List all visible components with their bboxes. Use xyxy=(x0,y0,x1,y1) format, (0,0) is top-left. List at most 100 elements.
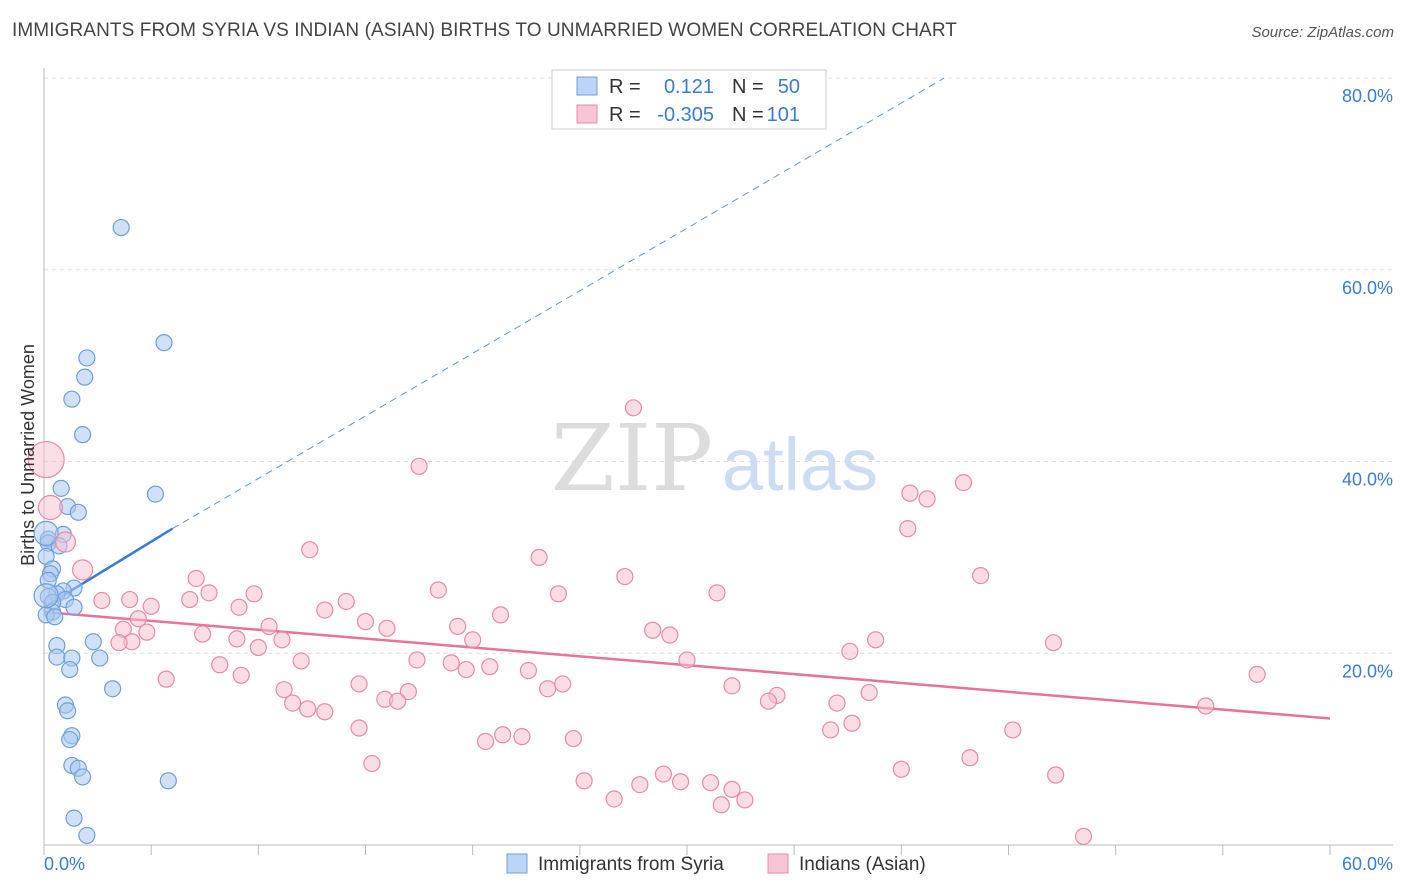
y-tick-label: 40.0% xyxy=(1342,470,1393,490)
watermark: ZIP atlas xyxy=(551,405,878,512)
indian-point xyxy=(575,772,593,790)
syria-point xyxy=(58,702,77,720)
indian-point xyxy=(494,726,512,744)
syria-point xyxy=(91,649,109,667)
bottom-legend-swatch-indian xyxy=(767,853,789,874)
syria-point xyxy=(73,426,92,444)
syria-point xyxy=(69,503,87,521)
indian-point xyxy=(356,613,375,631)
syria-point xyxy=(78,826,96,845)
indian-point xyxy=(654,765,673,783)
legend-r-label-1: R = xyxy=(609,76,641,98)
indian-point xyxy=(491,606,510,624)
syria-point xyxy=(159,772,177,790)
syria-point xyxy=(73,768,92,786)
syria-point xyxy=(48,648,66,666)
indian-point xyxy=(408,651,426,669)
y-tick-label: 80.0% xyxy=(1342,86,1393,106)
syria-point xyxy=(61,660,79,679)
indian-point-large xyxy=(27,440,65,479)
indian-point xyxy=(284,694,302,712)
legend-n-value-2: 101 xyxy=(767,104,800,126)
x-tick-label-min: 0.0% xyxy=(44,854,85,874)
indian-point xyxy=(292,652,310,670)
syria-point xyxy=(112,218,130,237)
syria-point xyxy=(63,390,81,408)
indian-point xyxy=(972,566,990,585)
indian-point-large xyxy=(71,559,94,581)
legend-n-label-2: N = xyxy=(732,104,764,126)
legend-swatch-pink xyxy=(576,104,598,124)
y-axis-label: Births to Unmarried Women xyxy=(18,344,38,566)
indian-point xyxy=(624,399,643,417)
bottom-legend-label-indian: Indians (Asian) xyxy=(799,854,926,875)
indian-point xyxy=(918,490,936,508)
indian-point xyxy=(121,590,139,609)
indian-point xyxy=(644,621,662,639)
indian-point xyxy=(759,692,778,710)
syria-point xyxy=(65,809,83,827)
syria-point xyxy=(78,349,96,367)
indian-point xyxy=(363,754,381,773)
legend-r-value-1: 0.121 xyxy=(664,76,714,98)
tick-labels: 0.0% 60.0% 20.0% 40.0% 60.0% 80.0% xyxy=(44,86,1393,874)
indian-point xyxy=(513,728,531,746)
indian-point xyxy=(954,473,973,492)
syria-point xyxy=(61,730,79,749)
indian-point xyxy=(616,567,634,586)
indian-point xyxy=(1047,766,1065,784)
indian-point xyxy=(200,584,218,602)
syria-point xyxy=(103,680,122,698)
watermark-atlas: atlas xyxy=(722,423,878,506)
indian-point xyxy=(129,610,147,628)
syria-point xyxy=(65,598,83,616)
indian-point xyxy=(399,682,417,701)
indian-point xyxy=(211,656,229,674)
y-tick-label: 20.0% xyxy=(1342,661,1393,681)
indian-point xyxy=(245,585,263,603)
indian-point xyxy=(1074,827,1093,845)
legend-r-label-2: R = xyxy=(609,104,641,126)
indian-point xyxy=(378,619,396,637)
indian-point xyxy=(899,520,917,538)
syria-point xyxy=(84,633,102,651)
indian-point-large xyxy=(54,531,77,553)
source-credit: Source: ZipAtlas.com xyxy=(1251,24,1394,41)
indian-point xyxy=(228,630,246,648)
indian-point xyxy=(671,773,690,791)
indian-point xyxy=(316,601,334,619)
indian-point xyxy=(723,677,741,695)
indian-point xyxy=(230,598,248,616)
indian-point xyxy=(539,680,557,698)
gridlines xyxy=(44,77,1393,654)
data-points xyxy=(27,218,1266,845)
indian-point xyxy=(961,749,979,767)
legend-swatch-blue xyxy=(576,76,598,96)
trend-lines xyxy=(43,77,1331,720)
indian-point xyxy=(194,625,212,643)
indian-point xyxy=(93,591,111,610)
indian-point xyxy=(554,675,572,693)
indian-point xyxy=(631,775,649,794)
watermark-zip: ZIP xyxy=(551,405,713,512)
syria-point-large xyxy=(33,520,59,547)
y-tick-label: 60.0% xyxy=(1342,278,1393,298)
indian-point xyxy=(301,541,319,559)
indian-point xyxy=(442,654,460,672)
bottom-legend-swatch-syria xyxy=(506,853,528,874)
indian-point xyxy=(860,683,878,702)
indian-point xyxy=(1197,697,1215,715)
indian-point xyxy=(110,634,128,652)
indian-point xyxy=(661,626,679,644)
chart-title: IMMIGRANTS FROM SYRIA VS INDIAN (ASIAN) … xyxy=(12,20,958,41)
indian-point xyxy=(481,658,499,676)
indian-point xyxy=(708,584,726,602)
indian-point xyxy=(449,617,467,636)
indian-point xyxy=(723,780,741,798)
legend-n-value-1: 50 xyxy=(778,76,800,98)
indian-point xyxy=(1248,665,1266,683)
indian-point xyxy=(232,666,250,684)
indian-point xyxy=(275,681,293,699)
legend-n-label-1: N = xyxy=(732,76,764,98)
